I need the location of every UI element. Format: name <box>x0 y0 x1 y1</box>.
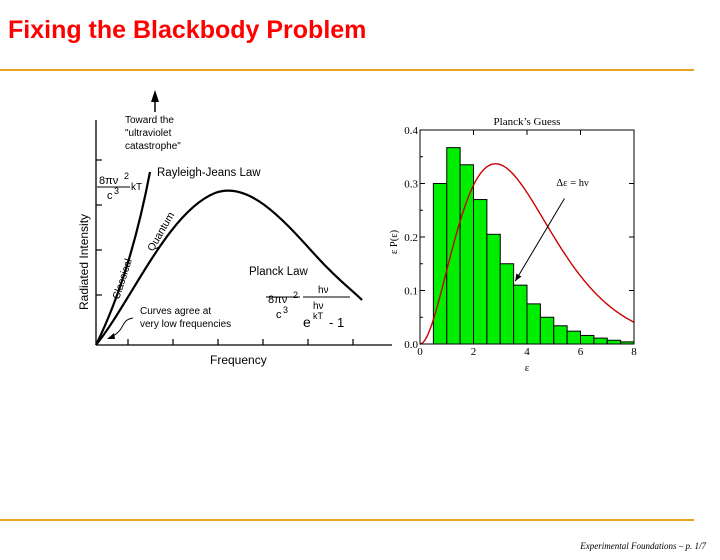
histogram-bar <box>593 337 608 345</box>
y-axis-label: Radiated Intensity <box>77 214 91 310</box>
histogram-bars <box>432 147 635 345</box>
planck-hv-top: hν <box>318 285 329 296</box>
histogram-bar <box>486 233 501 345</box>
annotation-arrowhead <box>515 273 522 282</box>
annotation-pointer <box>514 198 565 282</box>
histogram-bar <box>606 339 622 345</box>
histogram-bar <box>499 263 515 345</box>
y-tick-label: 0.1 <box>404 286 418 298</box>
toward-line-3: catastrophe" <box>125 141 181 152</box>
slide-footer: Experimental Foundations – p. 1/7 <box>580 541 706 551</box>
planck-fit-curve <box>419 163 635 345</box>
rj-kt: kT <box>131 182 142 193</box>
bottom-divider <box>0 519 694 521</box>
planck-minus-one: - 1 <box>329 315 344 330</box>
agree-line-2: very low frequencies <box>140 319 231 330</box>
delta-annotation: Δε = hν <box>556 178 589 189</box>
histogram-bar <box>432 183 448 345</box>
planck-exp-base: e <box>303 314 311 330</box>
x-tick-label: 6 <box>578 346 584 358</box>
agree-pointer-head <box>107 333 115 339</box>
rj-numerator: 8πν <box>99 175 119 187</box>
planck-denominator-power: 3 <box>283 305 288 315</box>
x-axis-label: Frequency <box>210 353 267 367</box>
planck-numerator: 8πν <box>268 294 288 306</box>
chart-title: Planck’s Guess <box>494 116 561 128</box>
planck-law-label: Planck Law <box>249 266 309 278</box>
x-axis-ticks <box>127 339 354 345</box>
x-tick-label: 4 <box>524 346 530 358</box>
rayleigh-jeans-curve <box>95 171 152 346</box>
rj-denominator: c <box>107 190 113 202</box>
axis-ticks: 0 2 4 6 8 0.0 0.1 0.2 0.3 0.4 <box>404 125 637 358</box>
rj-denominator-power: 3 <box>114 186 119 196</box>
histogram-bar <box>566 330 581 345</box>
slide-title: Fixing the Blackbody Problem <box>8 16 367 44</box>
planck-hv-bottom: hν <box>313 301 324 312</box>
y-tick-label: 0.2 <box>404 232 418 244</box>
toward-line-2: "ultraviolet <box>125 128 172 139</box>
planck-curve <box>95 189 363 346</box>
y-axis-label: ε P(ε) <box>389 229 400 254</box>
uv-arrow-head <box>151 90 159 102</box>
histogram-bar <box>539 316 555 345</box>
x-axis-label: ε <box>525 362 530 374</box>
toward-line-1: Toward the <box>125 115 174 126</box>
rayleigh-jeans-label: Rayleigh-Jeans Law <box>157 167 261 179</box>
planck-denominator: c <box>276 309 282 321</box>
y-tick-label: 0.0 <box>404 339 418 351</box>
histogram-bar <box>473 199 488 345</box>
x-tick-label: 0 <box>417 346 423 358</box>
histogram-bar <box>553 325 568 345</box>
y-axis-ticks <box>96 159 102 296</box>
y-tick-label: 0.3 <box>404 179 418 191</box>
histogram-bar <box>513 284 528 345</box>
histogram-bar <box>459 164 474 345</box>
x-tick-label: 8 <box>631 346 637 358</box>
planck-numerator-power: 2 <box>293 290 298 300</box>
x-tick-label: 2 <box>471 346 477 358</box>
planck-exp-kt: kT <box>313 311 324 321</box>
rj-numerator-power: 2 <box>124 171 129 181</box>
top-divider <box>0 69 694 71</box>
histogram-bar <box>580 334 595 345</box>
y-tick-label: 0.4 <box>404 125 418 137</box>
agree-line-1: Curves agree at <box>140 306 211 317</box>
histogram-bar <box>526 303 541 345</box>
